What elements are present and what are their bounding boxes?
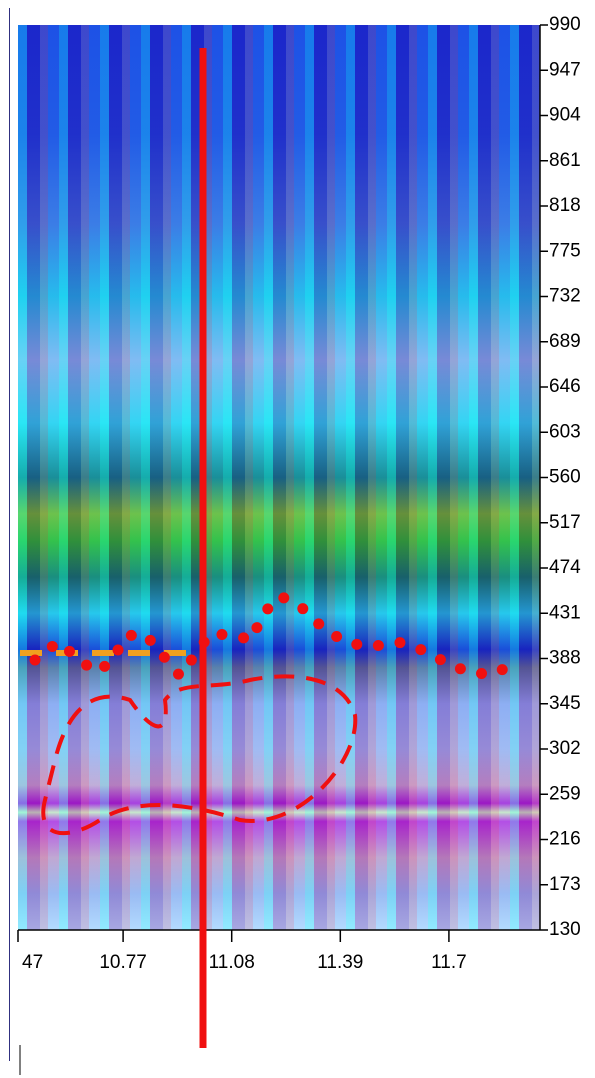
y-tick-label: 345 — [549, 693, 581, 714]
y-tick-label: 990 — [549, 14, 581, 35]
y-tick-label: 130 — [549, 919, 581, 940]
y-tick-label: 173 — [549, 874, 581, 895]
red-dotted-line — [29, 589, 524, 685]
x-tick-label: 11.08 — [209, 952, 255, 973]
y-tick-label: 474 — [549, 557, 581, 578]
x-tick-label: 47 — [22, 952, 43, 973]
y-tick-label: 646 — [549, 376, 581, 397]
y-tick-label: 560 — [549, 467, 581, 488]
y-tick-label: 947 — [549, 59, 581, 80]
y-tick-label: 689 — [549, 331, 581, 352]
x-tick-label: 10.77 — [99, 952, 147, 973]
y-tick-label: 861 — [549, 150, 581, 171]
y-tick-label: 517 — [549, 512, 581, 533]
y-tick-label: 388 — [549, 648, 581, 669]
y-tick-label: 216 — [549, 829, 581, 850]
side-panel — [0, 8, 10, 1061]
y-tick-label: 603 — [549, 421, 581, 442]
contour-field — [18, 25, 540, 930]
y-tick-label: 732 — [549, 286, 581, 307]
red-dashed-region — [41, 674, 358, 835]
y-tick-label: 904 — [549, 105, 581, 126]
x-tick-label: 11.39 — [317, 952, 363, 973]
y-tick-label: 775 — [549, 240, 581, 261]
x-tick-label: 11.7 — [431, 952, 467, 973]
y-tick-label: 818 — [549, 195, 581, 216]
y-tick-label: 302 — [549, 738, 581, 759]
y-tick-label: 259 — [549, 783, 581, 804]
y-tick-label: 431 — [549, 602, 581, 623]
